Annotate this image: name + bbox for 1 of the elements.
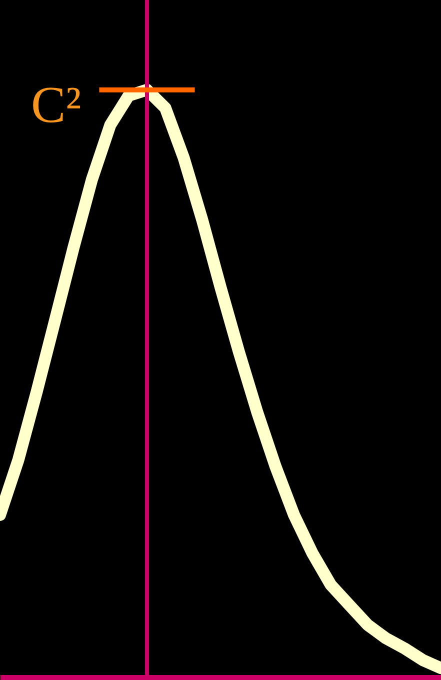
ref-line-label: C² (30, 76, 82, 134)
